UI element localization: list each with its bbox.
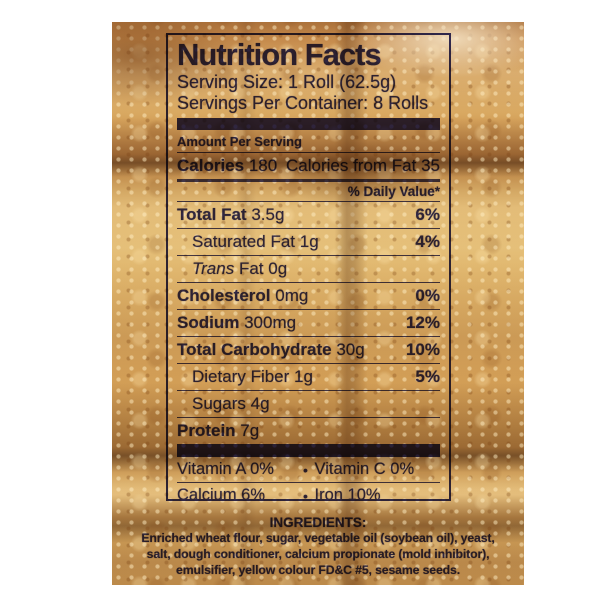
nutrition-facts-panel: Nutrition Facts Serving Size: 1 Roll (62… [166, 33, 451, 504]
nutrient-amount: 0g [268, 259, 288, 278]
nutrient-name-italic: Trans [192, 259, 235, 278]
nutrient-dv: 0% [415, 286, 440, 305]
daily-value-header: % Daily Value* [177, 179, 440, 201]
nutrient-row-dietary-fiber: Dietary Fiber 1g 5% [177, 363, 440, 390]
serving-size-text: Serving Size: 1 Roll (62.5g) [177, 72, 397, 92]
nutrient-dv: 5% [415, 367, 440, 386]
iron-text: Iron 10% [314, 486, 381, 504]
bread-bag-photo: Nutrition Facts Serving Size: 1 Roll (62… [112, 22, 524, 585]
nutrient-row-saturated-fat: Saturated Fat 1g 4% [177, 228, 440, 255]
nutrient-amount: 1g [299, 232, 319, 251]
nutrient-name: Sugars [192, 394, 246, 413]
nutrition-facts-title: Nutrition Facts [177, 37, 382, 72]
ingredients-heading: INGREDIENTS: [269, 515, 367, 530]
nutrient-name: Total Fat [177, 205, 247, 224]
nutrient-name: Protein [177, 421, 236, 440]
nutrient-amount: 0mg [275, 286, 309, 305]
nutrient-name: Cholesterol [177, 286, 271, 305]
nutrient-amount: 4g [250, 394, 270, 413]
nutrient-dv: 10% [405, 340, 440, 359]
thick-divider-bar-bottom [177, 444, 440, 457]
ingredients-line: emulsifier, yellow colour FD&C #5, sesam… [176, 562, 460, 577]
nutrient-amount: 30g [336, 340, 365, 359]
nutrient-amount: 7g [240, 421, 260, 440]
micronutrient-row-vitamins: Vitamin A 0% • Vitamin C 0% [177, 457, 440, 482]
micronutrient-row-minerals: Calcium 6% • Iron 10% [177, 482, 440, 508]
nutrient-row-total-fat: Total Fat 3.5g 6% [177, 201, 440, 228]
nutrient-name: Total Carbohydrate [177, 340, 332, 359]
nutrient-name: Sodium [177, 313, 240, 332]
calcium-text: Calcium 6% [177, 486, 266, 504]
nutrient-row-sodium: Sodium 300mg 12% [177, 309, 440, 336]
thick-divider-bar-top [177, 118, 440, 130]
nutrient-row-total-carbohydrate: Total Carbohydrate 30g 10% [177, 336, 440, 363]
calories-from-fat-text: Calories from Fat 35 [286, 156, 440, 175]
nutrient-row-cholesterol: Cholesterol 0mg 0% [177, 282, 440, 309]
calories-number: 180 [248, 156, 278, 175]
nutrient-row-protein: Protein 7g [177, 417, 440, 444]
calories-row: Calories 180 Calories from Fat 35 [177, 152, 440, 179]
ingredients-line: salt, dough conditioner, calcium propion… [146, 546, 490, 561]
nutrient-amount: 300mg [244, 313, 297, 332]
calories-value-text: Calories 180 [177, 156, 277, 176]
bullet-separator: • [303, 461, 308, 478]
nutrient-name: Saturated Fat [192, 232, 296, 251]
nutrient-dv: 12% [405, 313, 440, 332]
nutrient-name: Fat [238, 259, 264, 278]
nutrient-amount: 1g [294, 367, 313, 386]
nutrient-dv: 4% [415, 232, 440, 251]
servings-per-container-text: Servings Per Container: 8 Rolls [177, 92, 429, 113]
nutrient-row-trans-fat: Trans Fat 0g [177, 255, 440, 282]
nutrient-dv: 6% [415, 205, 440, 224]
vitamin-c-text: Vitamin C 0% [314, 460, 415, 478]
ingredients-line: Enriched wheat flour, sugar, vegetable o… [141, 531, 495, 545]
bullet-separator: • [303, 487, 308, 504]
ingredients-block: INGREDIENTS: Enriched wheat flour, sugar… [112, 514, 524, 578]
calories-label: Calories [177, 156, 245, 175]
nutrient-name: Dietary Fiber [192, 367, 290, 386]
nutrient-amount: 3.5g [251, 205, 285, 224]
amount-per-serving-heading: Amount Per Serving [177, 134, 302, 149]
nutrient-row-sugars: Sugars 4g [177, 390, 440, 417]
vitamin-a-text: Vitamin A 0% [177, 460, 274, 478]
